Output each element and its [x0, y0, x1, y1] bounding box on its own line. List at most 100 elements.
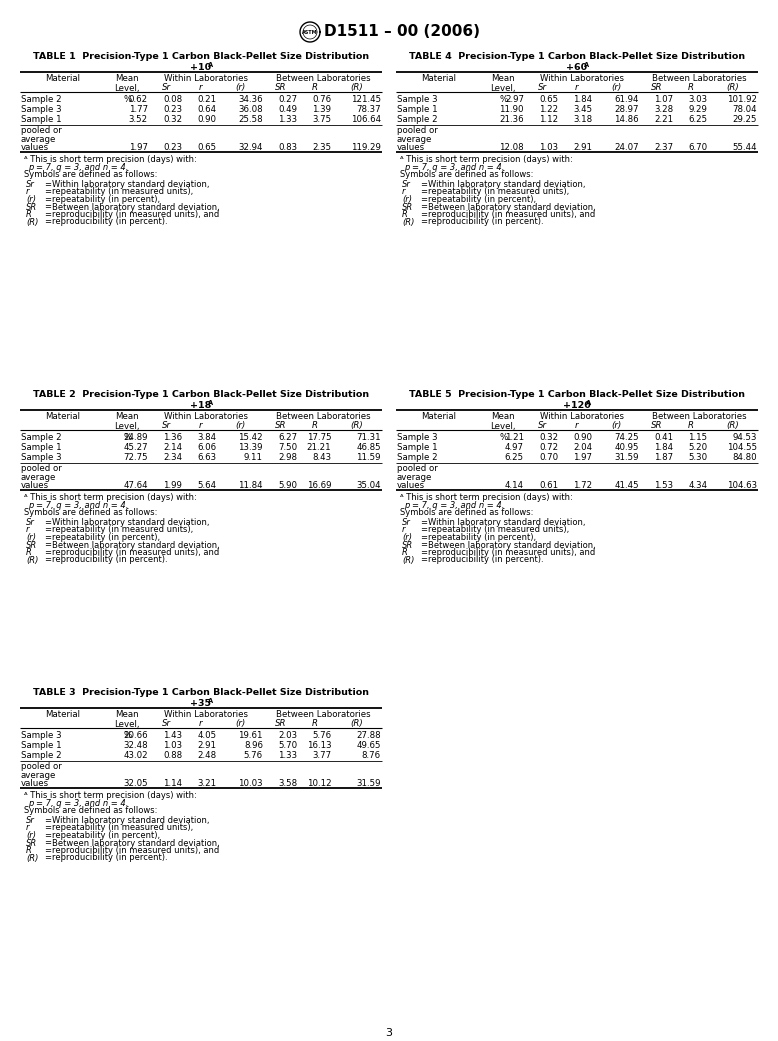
Text: (R): (R) — [26, 556, 38, 564]
Text: values: values — [397, 143, 425, 152]
Text: +120: +120 — [563, 401, 591, 410]
Text: =: = — [44, 533, 51, 542]
Text: Within laboratory standard deviation,: Within laboratory standard deviation, — [52, 518, 209, 527]
Text: 3.03: 3.03 — [689, 95, 707, 103]
Text: A: A — [208, 699, 212, 704]
Text: Within laboratory standard deviation,: Within laboratory standard deviation, — [428, 180, 586, 189]
Text: r: r — [26, 187, 30, 197]
Text: 84.80: 84.80 — [732, 453, 757, 461]
Text: (r): (r) — [26, 195, 36, 204]
Text: =: = — [44, 526, 51, 534]
Text: 1.03: 1.03 — [539, 143, 558, 152]
Text: average: average — [21, 134, 56, 144]
Text: Material: Material — [45, 74, 80, 83]
Text: SR: SR — [26, 203, 37, 211]
Text: 5.64: 5.64 — [197, 481, 216, 490]
Text: Within Laboratories: Within Laboratories — [541, 412, 625, 421]
Text: 32.94: 32.94 — [238, 143, 263, 152]
Text: 2.37: 2.37 — [654, 143, 673, 152]
Text: 5.76: 5.76 — [312, 731, 331, 739]
Text: 2.21: 2.21 — [654, 115, 673, 124]
Text: =: = — [44, 210, 51, 219]
Text: R: R — [312, 421, 318, 430]
Text: Sr: Sr — [26, 518, 35, 527]
Text: =: = — [44, 195, 51, 204]
Text: 9.29: 9.29 — [689, 104, 707, 113]
Text: 0.08: 0.08 — [163, 95, 182, 103]
Text: 46.85: 46.85 — [356, 442, 381, 452]
Text: SR: SR — [402, 540, 413, 550]
Text: reproducibility (in percent).: reproducibility (in percent). — [52, 218, 167, 227]
Text: 3.75: 3.75 — [312, 115, 331, 124]
Text: Within laboratory standard deviation,: Within laboratory standard deviation, — [52, 180, 209, 189]
Text: 28.97: 28.97 — [615, 104, 639, 113]
Text: R: R — [689, 83, 694, 92]
Text: 1.21: 1.21 — [505, 432, 524, 441]
Text: Between laboratory standard deviation,: Between laboratory standard deviation, — [52, 203, 219, 211]
Text: =: = — [44, 854, 51, 863]
Text: (R): (R) — [351, 421, 363, 430]
Text: 5.30: 5.30 — [689, 453, 707, 461]
Text: Symbols are defined as follows:: Symbols are defined as follows: — [400, 508, 534, 517]
Text: repeatability (in measured units),: repeatability (in measured units), — [52, 526, 193, 534]
Text: Between Laboratories: Between Laboratories — [652, 74, 746, 83]
Text: 119.29: 119.29 — [351, 143, 381, 152]
Text: =: = — [44, 823, 51, 833]
Text: ᴬ This is short term precision (days) with:: ᴬ This is short term precision (days) wi… — [24, 493, 197, 502]
Text: =: = — [420, 540, 427, 550]
Text: reproducibility (in measured units), and: reproducibility (in measured units), and — [428, 210, 595, 219]
Text: Material: Material — [45, 412, 80, 421]
Text: average: average — [397, 473, 433, 482]
Text: 2.03: 2.03 — [278, 731, 297, 739]
Text: 3: 3 — [386, 1029, 392, 1038]
Text: 6.25: 6.25 — [689, 115, 707, 124]
Text: 4.34: 4.34 — [689, 481, 707, 490]
Text: Sr: Sr — [402, 180, 411, 189]
Text: 24.89: 24.89 — [124, 432, 148, 441]
Text: 3.18: 3.18 — [573, 115, 592, 124]
Text: 8.76: 8.76 — [362, 751, 381, 760]
Text: (r): (r) — [612, 421, 622, 430]
Text: 4.97: 4.97 — [505, 442, 524, 452]
Text: R: R — [689, 421, 694, 430]
Text: Mean
Level,
%: Mean Level, % — [490, 412, 516, 441]
Text: 19.61: 19.61 — [238, 731, 263, 739]
Text: Symbols are defined as follows:: Symbols are defined as follows: — [24, 508, 157, 517]
Text: (R): (R) — [26, 218, 38, 227]
Text: Sample 3: Sample 3 — [397, 95, 437, 103]
Text: +35: +35 — [191, 699, 212, 708]
Text: 16.69: 16.69 — [307, 481, 331, 490]
Text: 1.33: 1.33 — [278, 751, 297, 760]
Text: 0.21: 0.21 — [197, 95, 216, 103]
Text: =: = — [420, 533, 427, 542]
Text: 0.62: 0.62 — [129, 95, 148, 103]
Text: Sample 3: Sample 3 — [397, 432, 437, 441]
Text: 3.58: 3.58 — [278, 779, 297, 788]
Text: R: R — [26, 846, 32, 855]
Text: 1.77: 1.77 — [129, 104, 148, 113]
Text: (r): (r) — [612, 83, 622, 92]
Text: 74.25: 74.25 — [615, 432, 639, 441]
Text: r: r — [574, 421, 578, 430]
Text: Between laboratory standard deviation,: Between laboratory standard deviation, — [428, 540, 596, 550]
Text: 121.45: 121.45 — [351, 95, 381, 103]
Text: 0.23: 0.23 — [163, 143, 182, 152]
Text: 2.14: 2.14 — [163, 442, 182, 452]
Text: repeatability (in measured units),: repeatability (in measured units), — [428, 187, 569, 197]
Text: 5.90: 5.90 — [278, 481, 297, 490]
Text: values: values — [21, 779, 49, 788]
Text: 2.34: 2.34 — [163, 453, 182, 461]
Text: 11.59: 11.59 — [356, 453, 381, 461]
Text: 8.96: 8.96 — [244, 740, 263, 750]
Text: Sample 2: Sample 2 — [21, 432, 61, 441]
Text: 1.15: 1.15 — [689, 432, 707, 441]
Text: 1.39: 1.39 — [312, 104, 331, 113]
Text: TABLE 3  Precision-Type 1 Carbon Black-Pellet Size Distribution: TABLE 3 Precision-Type 1 Carbon Black-Pe… — [33, 688, 369, 697]
Text: 0.70: 0.70 — [539, 453, 558, 461]
Text: 0.83: 0.83 — [278, 143, 297, 152]
Text: +60: +60 — [566, 64, 587, 72]
Text: repeatability (in measured units),: repeatability (in measured units), — [52, 823, 193, 833]
Text: =: = — [44, 180, 51, 189]
Text: reproducibility (in measured units), and: reproducibility (in measured units), and — [52, 210, 219, 219]
Text: 0.76: 0.76 — [312, 95, 331, 103]
